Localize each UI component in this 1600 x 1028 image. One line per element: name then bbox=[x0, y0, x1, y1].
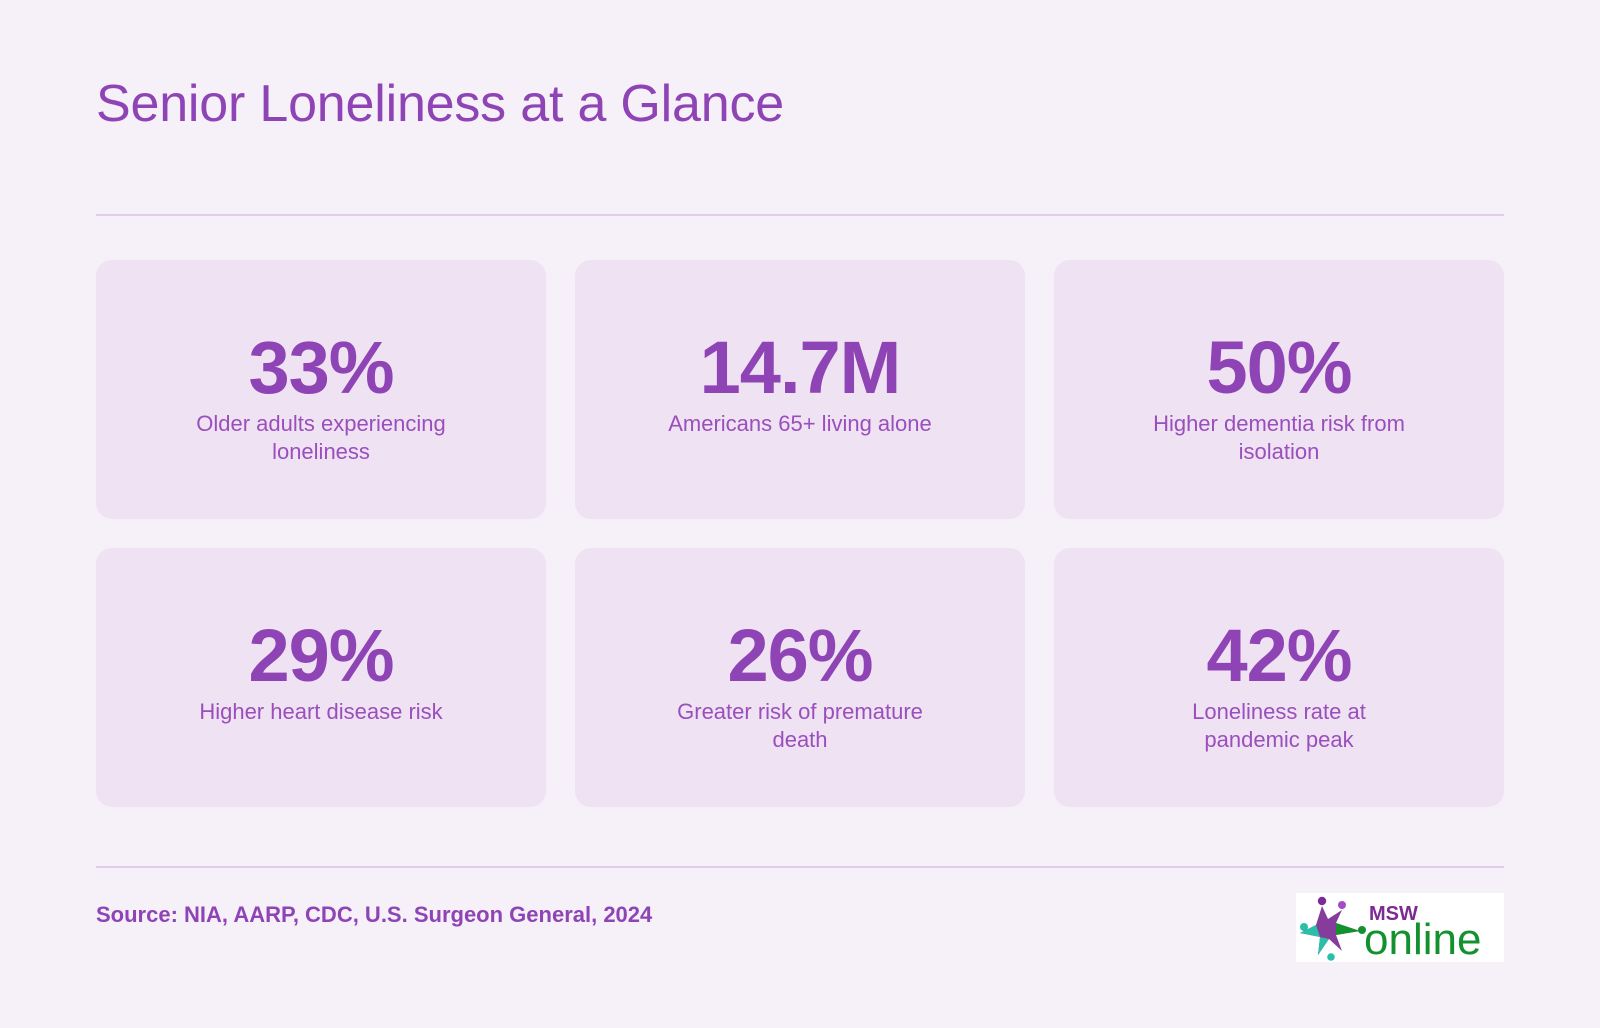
stat-card: 29% Higher heart disease risk bbox=[96, 548, 546, 807]
logo-text-msw: MSW bbox=[1369, 903, 1418, 925]
top-divider bbox=[96, 214, 1504, 216]
msw-online-logo: MSW online bbox=[1296, 893, 1504, 962]
stat-label: Higher heart disease risk bbox=[199, 699, 443, 724]
stat-card: 42% Loneliness rate at pandemic peak bbox=[1054, 548, 1504, 807]
stat-value: 26% bbox=[727, 614, 873, 697]
stat-card: 14.7M Americans 65+ living alone bbox=[575, 260, 1025, 519]
stat-value: 33% bbox=[248, 326, 394, 409]
page-title: Senior Loneliness at a Glance bbox=[96, 75, 784, 133]
stat-label: Loneliness rate at pandemic peak bbox=[1192, 699, 1366, 752]
logo-graphic: MSW online bbox=[1300, 896, 1481, 962]
stat-value: 50% bbox=[1206, 326, 1352, 409]
stat-value: 42% bbox=[1206, 614, 1352, 697]
stat-label: Older adults experiencing loneliness bbox=[196, 411, 446, 464]
logo-text-online: online bbox=[1364, 915, 1481, 962]
stat-value: 14.7M bbox=[699, 326, 902, 409]
stat-label: Americans 65+ living alone bbox=[668, 411, 932, 436]
bottom-divider bbox=[96, 866, 1504, 868]
stat-card: 26% Greater risk of premature death bbox=[575, 548, 1025, 807]
stat-label: Higher dementia risk from isolation bbox=[1153, 411, 1405, 464]
stat-card: 50% Higher dementia risk from isolation bbox=[1054, 260, 1504, 519]
source-citation: Source: NIA, AARP, CDC, U.S. Surgeon Gen… bbox=[96, 902, 653, 927]
stat-value: 29% bbox=[248, 614, 394, 697]
stat-label: Greater risk of premature death bbox=[677, 699, 923, 752]
stats-grid: 33% Older adults experiencing loneliness… bbox=[96, 260, 1504, 807]
stat-card: 33% Older adults experiencing loneliness bbox=[96, 260, 546, 519]
star-people-icon bbox=[1300, 896, 1366, 961]
